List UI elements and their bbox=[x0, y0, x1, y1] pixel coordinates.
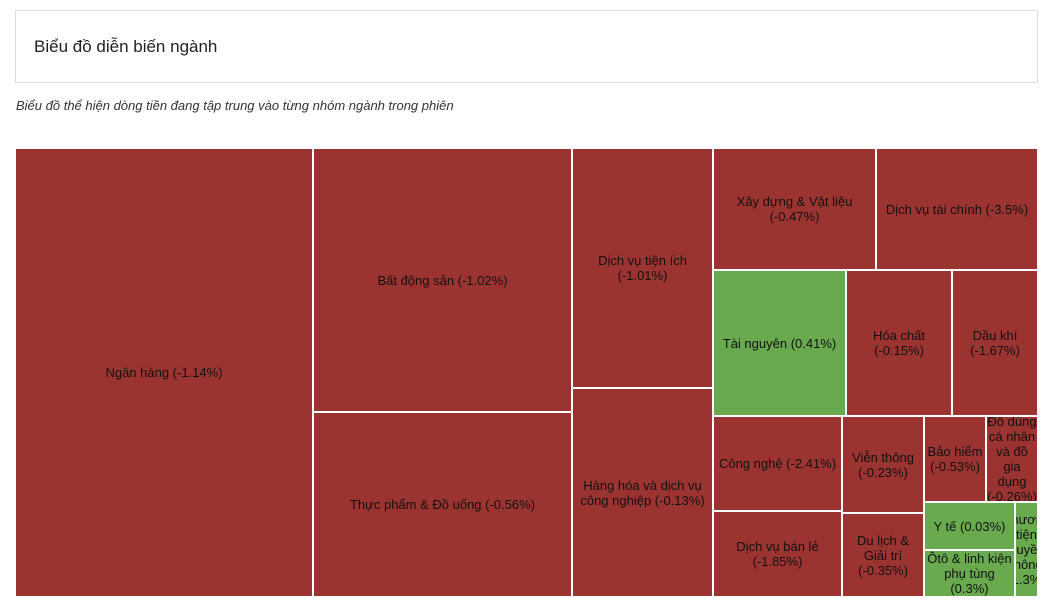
tile-label: Phương tiện truyền thông (1.3%) bbox=[1016, 512, 1038, 587]
treemap: Ngân hàng (-1.14%) Bất động sản (-1.02%) T… bbox=[15, 148, 1038, 597]
tile-label: Thực phẩm & Đồ uống (-0.56%) bbox=[349, 497, 535, 512]
tile[interactable]: Bất động sản (-1.02%) bbox=[313, 148, 572, 412]
tile-label: Dầu khí (-1.67%) bbox=[970, 328, 1020, 358]
tile-label: Bảo hiểm (-0.53%) bbox=[927, 444, 983, 474]
tile[interactable]: Công nghệ (-2.41%) bbox=[713, 416, 842, 511]
tile[interactable]: Dịch vụ tài chính (-3.5%) bbox=[876, 148, 1038, 270]
tile-label: Viễn thông (-0.23%) bbox=[852, 449, 914, 480]
tile-label: Tài nguyên (0.41%) bbox=[722, 335, 837, 351]
chart-subtitle: Biểu đồ thể hiện dòng tiền đang tập trun… bbox=[16, 98, 454, 113]
tile[interactable]: Bảo hiểm (-0.53%) bbox=[924, 416, 986, 502]
tile-label: Dịch vụ tài chính (-3.5%) bbox=[885, 201, 1029, 217]
tile[interactable]: Phương tiện truyền thông (1.3%) bbox=[1015, 502, 1038, 597]
tile-label: Bất động sản (-1.02%) bbox=[377, 272, 508, 288]
tile[interactable]: Ngân hàng (-1.14%) bbox=[15, 148, 313, 597]
tile-label: Dịch vụ tiện ích (-1.01%) bbox=[598, 253, 687, 283]
tile[interactable]: Y tế (0.03%) bbox=[924, 502, 1015, 550]
tile-label: Du lịch & Giải trí (-0.35%) bbox=[856, 532, 910, 578]
tile[interactable]: Viễn thông (-0.23%) bbox=[842, 416, 924, 513]
tile-label: Công nghệ (-2.41%) bbox=[718, 456, 837, 471]
tile-label: Dịch vụ bán lẻ (-1.85%) bbox=[736, 539, 819, 569]
tile-label: Ngân hàng (-1.14%) bbox=[105, 365, 223, 380]
tile-label: Hóa chất (-0.15%) bbox=[872, 328, 926, 358]
header: Biểu đồ diễn biến ngành bbox=[15, 10, 1038, 83]
tile-label: Y tế (0.03%) bbox=[933, 518, 1006, 534]
tile[interactable]: Dịch vụ tiện ích (-1.01%) bbox=[572, 148, 713, 388]
tile[interactable]: Ôtô & linh kiện phụ tùng (0.3%) bbox=[924, 550, 1015, 597]
tile-label: Ôtô & linh kiện phụ tùng (0.3%) bbox=[927, 551, 1012, 596]
tile[interactable]: Thực phẩm & Đồ uống (-0.56%) bbox=[313, 412, 572, 597]
tile[interactable]: Đồ dùng cá nhân và đồ gia dụng (-0.26%) bbox=[986, 416, 1038, 502]
tile-label: Xây dựng & Vật liệu (-0.47%) bbox=[736, 194, 853, 224]
tile[interactable]: Hóa chất (-0.15%) bbox=[846, 270, 952, 416]
tile[interactable]: Xây dựng & Vật liệu (-0.47%) bbox=[713, 148, 876, 270]
tile[interactable]: Hàng hóa và dịch vụ công nghiệp (-0.13%) bbox=[572, 388, 713, 597]
tile[interactable]: Dầu khí (-1.67%) bbox=[952, 270, 1038, 416]
tile[interactable]: Tài nguyên (0.41%) bbox=[713, 270, 846, 416]
tile[interactable]: Dịch vụ bán lẻ (-1.85%) bbox=[713, 511, 842, 597]
tile-label: Hàng hóa và dịch vụ công nghiệp (-0.13%) bbox=[580, 477, 705, 508]
tile-label: Đồ dùng cá nhân và đồ gia dụng (-0.26%) bbox=[987, 416, 1037, 502]
chart-title: Biểu đồ diễn biến ngành bbox=[34, 37, 218, 56]
tile[interactable]: Du lịch & Giải trí (-0.35%) bbox=[842, 513, 924, 597]
